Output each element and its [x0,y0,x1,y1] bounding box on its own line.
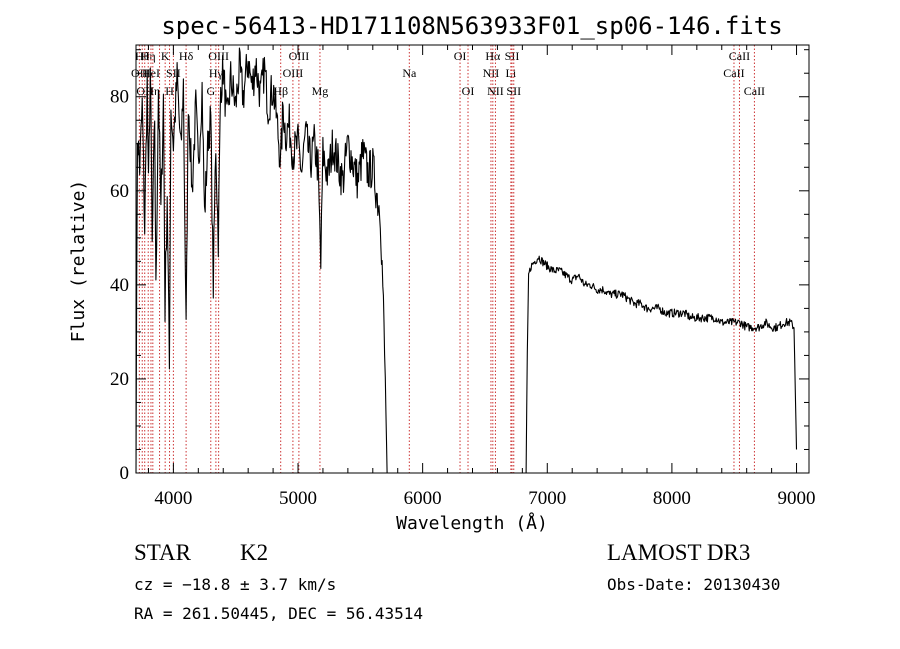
x-tick-label: 4000 [154,488,192,509]
spectral-line-markers: OIIHθOIIHηHeIHηKHSIIHδGHγOIIIHβOIIIOIIIM… [131,45,765,473]
redshift-value: cz = −18.8 ± 3.7 km/s [134,575,336,594]
spectral-line-label: NII [483,66,500,80]
spectral-line-label: H [165,84,174,98]
spectral-line-label: OII [136,84,153,98]
x-tick-label: 7000 [528,488,566,509]
plot-axes: 4000 5000 6000 7000 8000 9000 0 20 40 60 80 [110,44,816,509]
spectral-line-label: CaII [729,49,750,63]
spectral-line-label: NII [487,84,504,98]
spectrum-line [135,47,798,474]
object-type: STAR [134,540,192,565]
spectral-line-label: OI [454,49,467,63]
y-tick-label: 20 [110,369,129,390]
spectral-line-label: Na [402,66,417,80]
spectral-line-label: Hη [141,49,156,63]
x-tick-label: 5000 [279,488,317,509]
spectral-line-label: CaII [744,84,765,98]
spectral-line-label: CaII [723,66,744,80]
object-subclass: K2 [240,540,268,565]
spectral-line-label: SII [166,66,181,80]
spectral-line-label: Hδ [179,49,194,63]
spectral-line-label: Hβ [273,84,288,98]
spectral-line-label: OI [462,84,475,98]
spectral-line-label: Hγ [209,66,224,80]
spectral-line-label: Hθ [135,49,150,63]
y-tick-label: 40 [110,275,129,296]
spectral-line-label: Hα [485,49,501,63]
x-axis-label: Wavelength (Å) [396,512,548,534]
chart-title: spec-56413-HD171108N563933F01_sp06-146.f… [161,12,782,40]
spectral-line-label: G [206,84,215,98]
y-tick-label: 80 [110,87,129,108]
spectral-line-label: SII [506,84,521,98]
survey-name: LAMOST DR3 [607,540,750,565]
x-tick-label: 8000 [653,488,691,509]
observation-date: Obs-Date: 20130430 [607,575,780,594]
plot-frame [135,44,810,474]
spectral-line-label: Mg [312,84,329,98]
spectral-line-label: OIII [208,49,229,63]
x-tick-label: 6000 [404,488,442,509]
spectral-line-label: OIII [289,49,310,63]
y-tick-label: 60 [110,181,129,202]
spectral-line-label: K [161,49,170,63]
y-tick-label: 0 [120,463,130,484]
spectral-line-label: HeI [142,66,160,80]
y-axis-label: Flux (relative) [68,180,89,343]
x-tick-label: 9000 [778,488,816,509]
spectral-line-label: Hη [145,84,160,98]
spectrum-series [135,47,798,474]
spectral-line-label: Li [506,66,517,80]
coordinates: RA = 261.50445, DEC = 56.43514 [134,604,423,623]
spectral-line-label: SII [505,49,520,63]
spectral-line-label: OIII [283,66,304,80]
